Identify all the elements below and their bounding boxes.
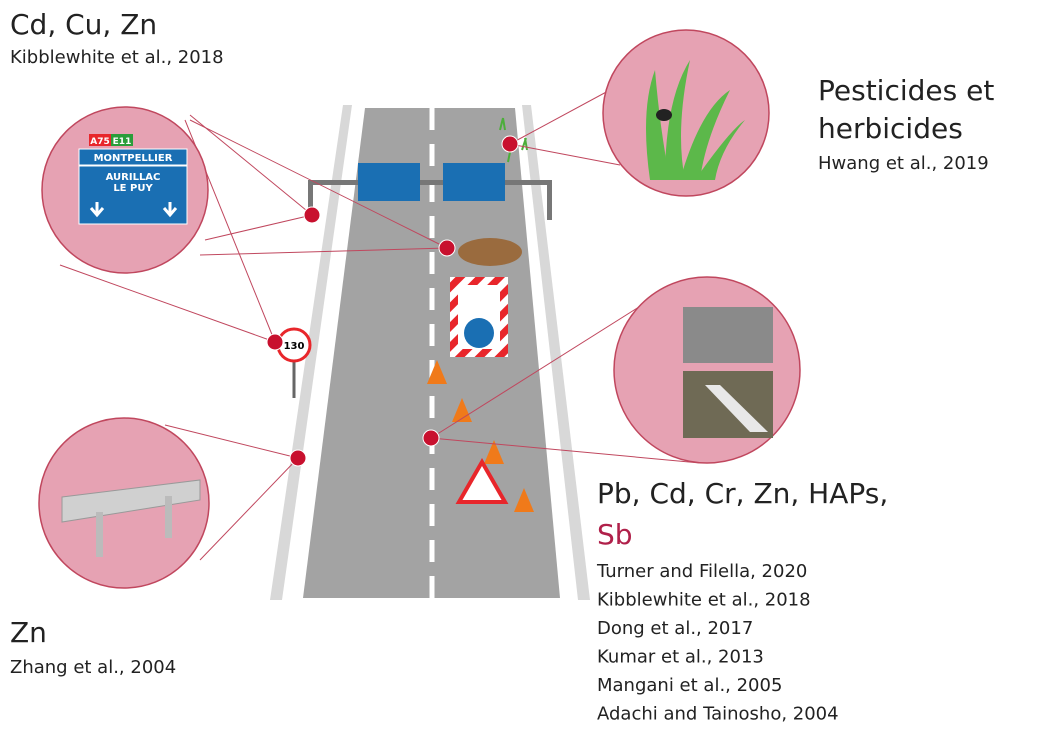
reference: Zhang et al., 2004 [10, 657, 176, 678]
page: 130 A75 E11 MONTPELLIER AURILLAC LE PUY [0, 0, 1046, 733]
dirt [458, 238, 522, 266]
reference: Mangani et al., 2005 [597, 675, 782, 696]
reference-list: Turner and Filella, 2020 Kibblewhite et a… [596, 561, 839, 725]
pollutants: Cd, Cu, Zn [10, 8, 157, 41]
reference: Kibblewhite et al., 2018 [10, 47, 224, 68]
photo [683, 307, 773, 363]
dot [267, 334, 283, 350]
dot [502, 136, 518, 152]
dot [290, 450, 306, 466]
pollutants: Pb, Cd, Cr, Zn, HAPs, [597, 477, 888, 510]
diagram: 130 A75 E11 MONTPELLIER AURILLAC LE PUY [0, 0, 1046, 733]
pollutants: Zn [10, 616, 47, 649]
reference: Adachi and Tainosho, 2004 [597, 704, 839, 725]
dot [423, 430, 439, 446]
road-number: E11 [113, 137, 132, 147]
dot [439, 240, 455, 256]
speed-label: 130 [284, 341, 305, 352]
dot [304, 207, 320, 223]
reference: Kumar et al., 2013 [597, 647, 764, 668]
reference: Dong et al., 2017 [597, 618, 753, 639]
highlight: Sb [597, 518, 633, 551]
sign-destination: MONTPELLIER [94, 153, 173, 164]
reference: Turner and Filella, 2020 [596, 561, 807, 582]
pollutants: herbicides [818, 112, 963, 145]
reference: Kibblewhite et al., 2018 [597, 590, 811, 611]
sign-line: AURILLAC [106, 172, 161, 183]
pollutants: Pesticides et [818, 74, 994, 107]
road-number: A75 [90, 137, 110, 147]
work-sign [450, 277, 508, 357]
sign-line: LE PUY [113, 183, 153, 194]
reference: Hwang et al., 2019 [818, 153, 989, 174]
